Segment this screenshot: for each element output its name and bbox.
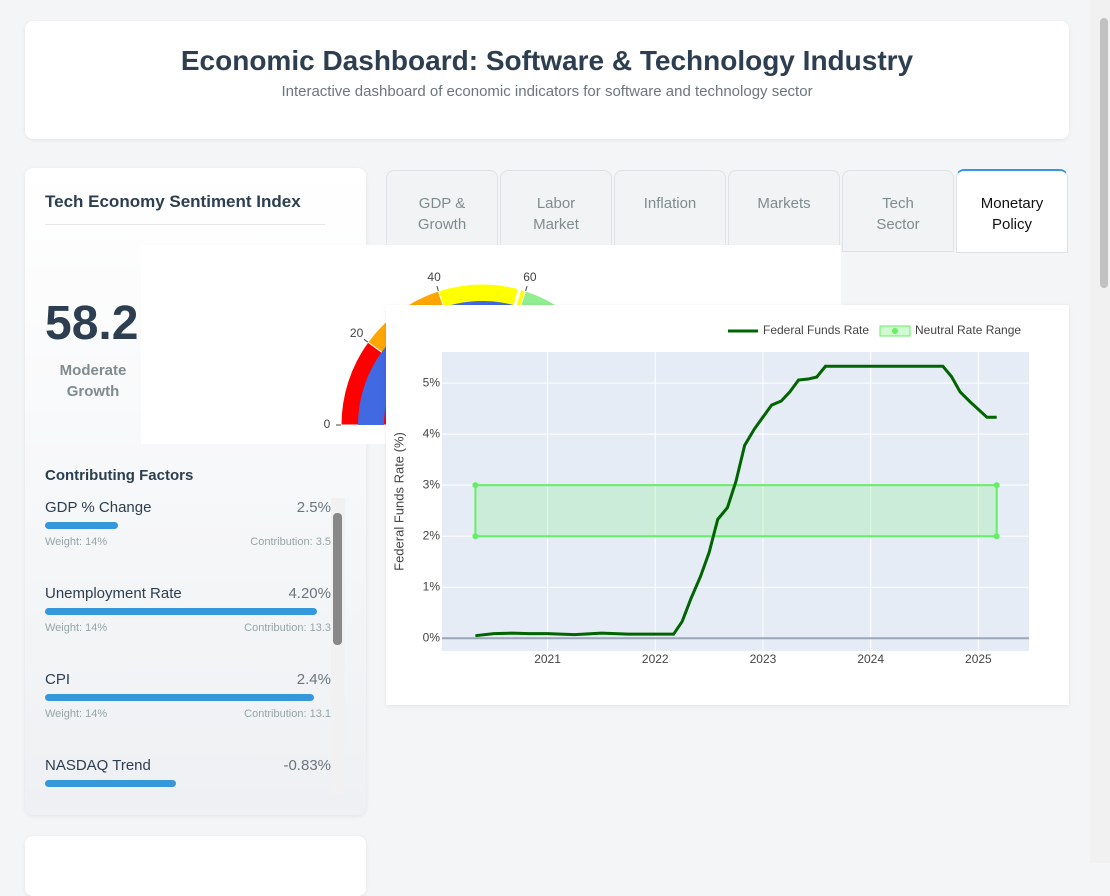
y-tick-label: 5% — [423, 375, 441, 389]
range-marker — [993, 482, 1000, 489]
tab[interactable]: Tech Sector — [842, 170, 954, 252]
factor-contribution: Contribution: 13.1 — [244, 708, 331, 720]
indicators-card — [25, 836, 366, 896]
factor-value: 4.20% — [288, 585, 331, 602]
factor-contribution: Contribution: 13.3 — [244, 622, 331, 634]
gauge-tick-label: 0 — [324, 417, 331, 431]
factor-weight: Weight: 14% — [45, 536, 108, 548]
factor-bar — [45, 780, 176, 787]
gauge-tick — [436, 285, 439, 292]
gauge-tick-label: 60 — [523, 270, 537, 284]
index-value: 58.2 — [45, 297, 139, 350]
plot-area — [442, 352, 1029, 651]
factor-value: -0.83% — [283, 757, 331, 774]
factor-name: GDP % Change — [45, 499, 152, 516]
gauge-tick — [525, 285, 528, 292]
title: Economic Dashboard: Software & Technolog… — [180, 45, 914, 76]
y-tick-label: 3% — [423, 477, 441, 491]
factor: GDP % Change 2.5% Weight: 14% Contribution:… — [45, 496, 331, 582]
factor: CPI 2.4% Weight: 14% Contribution: 13.1 — [45, 668, 331, 754]
x-tick-label: 2025 — [965, 652, 992, 666]
factor-list[interactable]: GDP % Change 2.5% Weight: 14% Contribution:… — [45, 496, 331, 796]
header: Economic Dashboard: Software & Technolog… — [25, 21, 1069, 139]
range-marker — [472, 482, 479, 489]
gauge-tick-label: 40 — [427, 270, 441, 284]
tab[interactable]: Monetary Policy — [956, 169, 1068, 253]
x-tick-label: 2022 — [642, 652, 669, 666]
factor-bar — [45, 694, 315, 701]
range-marker — [472, 533, 479, 540]
chart: 2021 2022 2023 2024 2025 0% 1% 2% 3% 4% 5% Federal … — [391, 323, 1029, 666]
factor-weight: Weight: 14% — [45, 708, 108, 720]
factor-weight: Weight: 14% — [45, 622, 108, 634]
factor-value: 2.4% — [296, 671, 331, 688]
factor-name: NASDAQ Trend — [45, 757, 151, 774]
x-tick-label: 2023 — [750, 652, 777, 666]
index-label: Moderate Growth — [59, 362, 127, 400]
x-tick-label: 2024 — [857, 652, 884, 666]
page: Economic Dashboard: Software & Technolog… — [25, 18, 1108, 896]
tab[interactable]: GDP & Growth — [386, 170, 498, 252]
range-marker — [993, 533, 1000, 540]
card-title: Tech Economy Sentiment Index — [45, 192, 325, 225]
y-tick-label: 0% — [423, 630, 441, 644]
legend-marker — [892, 328, 898, 334]
y-tick-label: 2% — [423, 528, 441, 542]
factors-title: Contributing Factors — [45, 467, 194, 484]
tab[interactable]: Markets — [728, 170, 840, 252]
tab[interactable]: Labor Market — [500, 170, 612, 252]
factor-name: Unemployment Rate — [45, 585, 182, 602]
scroll-thumb[interactable] — [333, 513, 342, 645]
legend-label: Federal Funds Rate — [763, 323, 869, 337]
factor-name: CPI — [45, 671, 71, 688]
factor-value: 2.5% — [296, 499, 331, 516]
factor-bar — [45, 608, 317, 615]
factor-bar — [45, 522, 119, 529]
x-tick-label: 2021 — [534, 652, 561, 666]
rate-line — [475, 364, 997, 638]
legend-label: Neutral Rate Range — [915, 323, 1021, 337]
subtitle: Interactive dashboard of economic indica… — [281, 83, 813, 100]
factor: NASDAQ Trend -0.83% — [45, 754, 331, 796]
page-scroll-thumb[interactable] — [1100, 18, 1108, 288]
neutral-range-band — [474, 484, 998, 538]
y-tick-label: 4% — [423, 426, 441, 440]
factor-contribution: Contribution: 3.5 — [250, 536, 331, 548]
factor: Unemployment Rate 4.20% Weight: 14% Contrib… — [45, 582, 331, 668]
chart-card: 2021 2022 2023 2024 2025 0% 1% 2% 3% 4% 5% Federal … — [386, 305, 1069, 705]
gauge-tick — [363, 338, 369, 343]
gauge-tick-label: 20 — [350, 326, 364, 340]
tab[interactable]: Inflation — [614, 170, 726, 252]
y-tick-label: 1% — [423, 579, 441, 593]
y-axis-title: Federal Funds Rate (%) — [391, 432, 406, 571]
